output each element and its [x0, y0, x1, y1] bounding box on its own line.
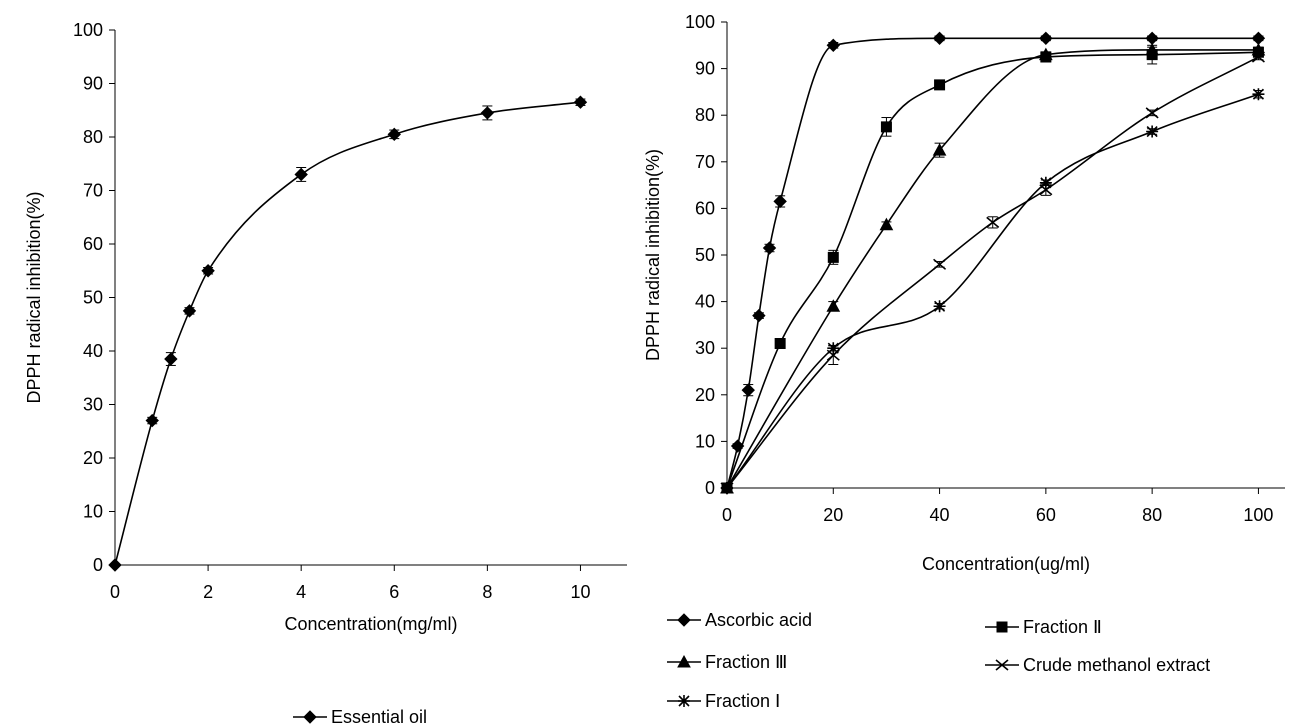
legend-label: Fraction Ⅰ	[705, 691, 780, 711]
y-tick-label: 80	[83, 127, 103, 147]
data-point	[201, 264, 215, 278]
y-tick-label: 0	[93, 555, 103, 575]
series-line	[726, 37, 1259, 489]
y-tick-label: 90	[695, 59, 715, 79]
legend-marker	[678, 695, 690, 707]
legend-label: Ascorbic acid	[705, 610, 812, 630]
data-point	[1146, 125, 1159, 138]
data-point	[182, 304, 197, 318]
data-point	[827, 251, 839, 263]
y-tick-label: 70	[83, 181, 103, 201]
y-axis-label: DPPH radical inhibition(%)	[643, 149, 663, 361]
y-tick-label: 60	[83, 234, 103, 254]
y-tick-label: 10	[695, 431, 715, 451]
legend-marker	[995, 659, 1009, 671]
y-tick-label: 60	[695, 198, 715, 218]
data-point	[879, 217, 894, 231]
x-tick-label: 0	[722, 505, 732, 525]
legend-label: Crude methanol extract	[1023, 655, 1210, 675]
data-point	[1251, 31, 1266, 46]
y-tick-label: 10	[83, 502, 103, 522]
data-point	[1039, 47, 1053, 61]
series-line	[726, 49, 1259, 489]
y-tick-label: 20	[695, 385, 715, 405]
data-point	[1039, 176, 1052, 189]
x-tick-label: 4	[296, 582, 306, 602]
x-axis-label: Concentration(mg/ml)	[284, 614, 457, 634]
legend-marker	[303, 710, 317, 724]
data-point	[1145, 42, 1159, 56]
legend-label: Fraction Ⅲ	[705, 652, 787, 672]
data-point	[294, 167, 308, 182]
x-tick-label: 40	[930, 505, 950, 525]
y-tick-label: 90	[83, 74, 103, 94]
series-line	[114, 101, 581, 566]
data-point	[752, 308, 766, 323]
y-axis-label: DPPH radical inhibition(%)	[24, 191, 44, 403]
data-point	[1251, 51, 1265, 63]
data-point	[730, 439, 745, 453]
y-tick-label: 100	[73, 20, 103, 40]
data-point	[827, 342, 840, 355]
data-point	[145, 413, 159, 428]
data-point	[762, 241, 777, 255]
x-tick-label: 8	[482, 582, 492, 602]
y-tick-label: 0	[705, 478, 715, 498]
data-point	[932, 31, 947, 46]
data-point	[741, 383, 755, 397]
data-point	[986, 216, 1000, 228]
y-tick-label: 80	[695, 105, 715, 125]
y-tick-label: 100	[685, 12, 715, 32]
x-tick-label: 20	[823, 505, 843, 525]
data-point	[1252, 88, 1265, 101]
legend-marker	[677, 613, 691, 627]
y-tick-label: 50	[83, 288, 103, 308]
x-axis-label: Concentration(ug/ml)	[922, 554, 1090, 574]
x-tick-label: 2	[203, 582, 213, 602]
y-tick-label: 30	[83, 395, 103, 415]
x-tick-label: 6	[389, 582, 399, 602]
legend-label: Fraction Ⅱ	[1023, 617, 1102, 637]
data-point	[933, 258, 947, 270]
data-point	[773, 194, 787, 209]
series-line	[726, 93, 1259, 489]
x-tick-label: 100	[1243, 505, 1273, 525]
data-point	[826, 38, 840, 53]
y-tick-label: 40	[695, 292, 715, 312]
data-point	[480, 106, 495, 120]
series-line	[726, 51, 1259, 489]
data-point	[933, 300, 946, 313]
data-point	[932, 143, 947, 156]
data-point	[387, 127, 401, 142]
y-tick-label: 40	[83, 341, 103, 361]
data-point	[1145, 31, 1159, 46]
x-tick-label: 80	[1142, 505, 1162, 525]
data-point	[934, 79, 946, 91]
right-chart: 0 10 20 30 40 50 60 70 80 90 100 0 20 40 60 80 100 Concen…	[643, 12, 1285, 711]
y-tick-label: 30	[695, 338, 715, 358]
data-point	[1145, 107, 1159, 119]
x-tick-label: 60	[1036, 505, 1056, 525]
x-tick-label: 10	[570, 582, 590, 602]
legend-marker	[996, 621, 1008, 633]
y-tick-label: 20	[83, 448, 103, 468]
data-point	[826, 299, 841, 312]
data-point	[721, 482, 733, 494]
data-point	[573, 95, 588, 109]
legend-marker	[677, 654, 691, 668]
data-point	[164, 352, 178, 366]
data-point	[880, 121, 892, 133]
data-point	[108, 558, 122, 572]
x-tick-label: 0	[110, 582, 120, 602]
y-tick-label: 50	[695, 245, 715, 265]
y-tick-label: 70	[695, 152, 715, 172]
data-point	[1039, 31, 1053, 46]
data-point	[774, 338, 786, 350]
legend-label: Essential oil	[331, 707, 427, 725]
left-chart: 0 10 20 30 40 50 60 70 80 90 100 0 2 4 6 8 10 Concentrati…	[24, 20, 627, 725]
